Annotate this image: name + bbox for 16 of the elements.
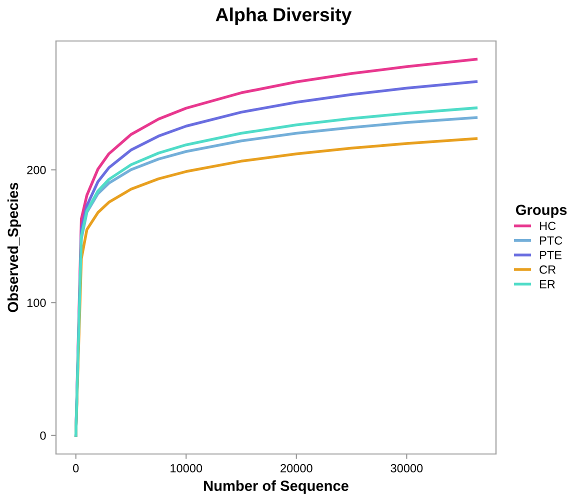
legend-label: HC xyxy=(540,222,556,230)
x-tick-label: 0 xyxy=(73,464,79,472)
x-axis-title: Number of Sequence xyxy=(204,480,348,494)
legend-label: PTC xyxy=(540,236,562,245)
legend-label: ER xyxy=(540,280,555,288)
legend-title: Groups xyxy=(516,204,567,218)
y-tick-label: 0 xyxy=(40,431,46,440)
chart-title: Alpha Diversity xyxy=(216,8,352,26)
legend-label: PTE xyxy=(540,251,562,260)
legend-label: CR xyxy=(540,265,556,274)
y-axis-title: Observed_Species xyxy=(7,182,22,312)
x-tick-label: 20000 xyxy=(280,464,312,472)
x-tick-label: 10000 xyxy=(170,464,202,472)
y-tick-label: 200 xyxy=(27,166,46,174)
x-tick-label: 30000 xyxy=(390,464,423,472)
y-tick-label: 100 xyxy=(27,298,46,308)
